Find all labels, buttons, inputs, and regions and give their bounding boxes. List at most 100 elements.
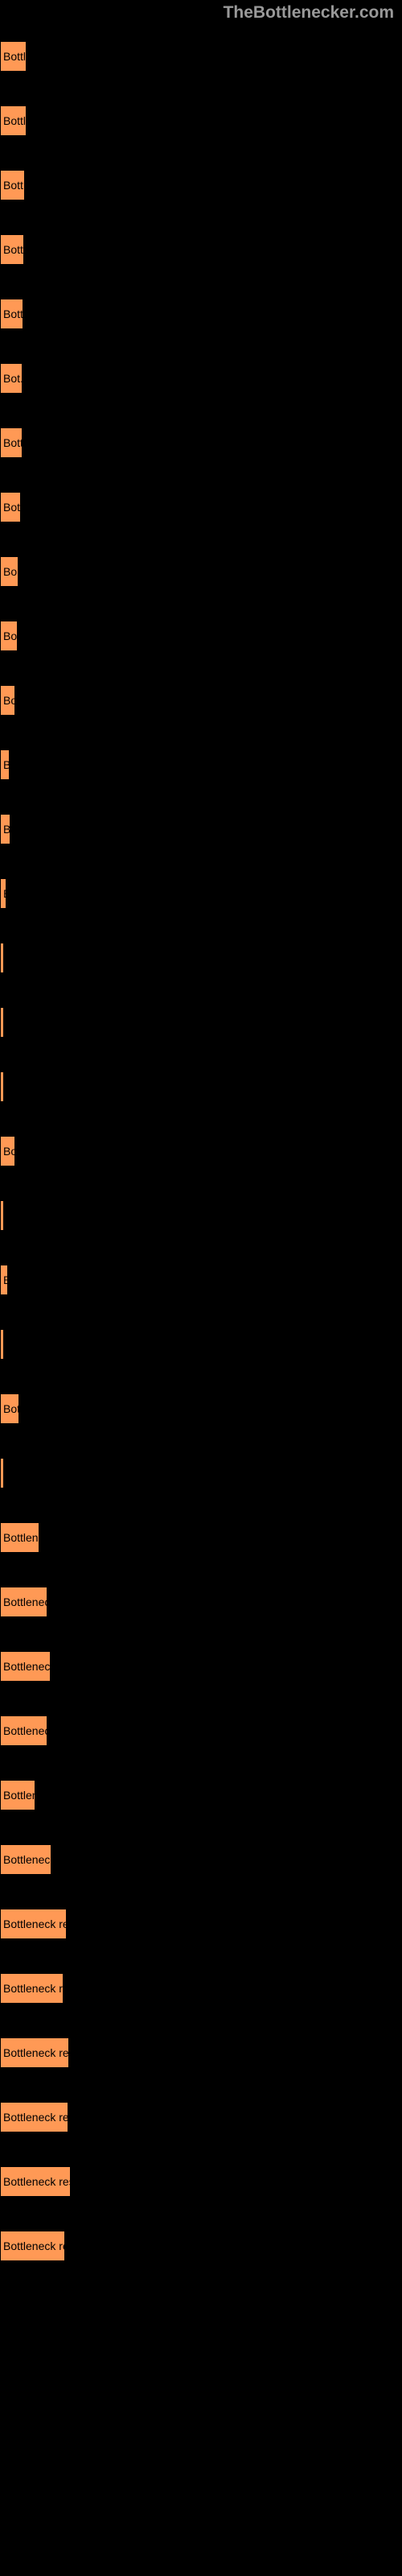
bar-label: Bottle <box>3 50 27 63</box>
bar-label: Bot. <box>3 501 21 514</box>
bar-label: B. <box>3 758 10 771</box>
bar-row: Bottleneck re. <box>0 2214 402 2278</box>
bar-row: Bo. <box>0 668 402 733</box>
bar: Bot. <box>0 492 21 522</box>
bar <box>0 943 4 973</box>
bar-label: Bottleneck res. <box>3 1918 67 1930</box>
bar-row: Bott. <box>0 217 402 282</box>
bar-row <box>0 1441 402 1505</box>
bar-label: Bo. <box>3 694 15 707</box>
bar-row: Bo. <box>0 1119 402 1183</box>
bar-label: Bottlene. <box>3 1531 39 1544</box>
bar: Bo. <box>0 621 18 651</box>
bar-row <box>0 1312 402 1377</box>
bar-row: Bottleneck re. <box>0 1956 402 2021</box>
bar-chart: Bottle Bottle Bott. Bott. Bott. Bot. Bott. Bot.… <box>0 24 402 2286</box>
bar-label: Bottleneck. <box>3 1724 47 1737</box>
bar-row: Bottleneck. <box>0 1570 402 1634</box>
bar-row: Bottleneck res. <box>0 2149 402 2214</box>
bar-row: Bottle <box>0 24 402 89</box>
bar-label: Bottleneck <box>3 1660 51 1673</box>
bar: Bott. <box>0 299 23 329</box>
bar: Bo. <box>0 556 18 587</box>
bar-row <box>0 926 402 990</box>
bar-row: Bott. <box>0 282 402 346</box>
bar: Bottleneck res. <box>0 1909 67 1939</box>
bar-label: Bot. <box>3 1402 19 1415</box>
bar-label: Bo. <box>3 565 18 578</box>
bar-row: Bott. <box>0 153 402 217</box>
bar: Bott. <box>0 170 25 200</box>
bar-row <box>0 1183 402 1248</box>
bar: Bottle <box>0 105 27 136</box>
bar: Bottlen. <box>0 1780 35 1810</box>
bar: Bott. <box>0 234 24 265</box>
bar: Bot. <box>0 1393 19 1424</box>
bar-row: Bottleneck res. <box>0 1892 402 1956</box>
bar-row: Bottle <box>0 89 402 153</box>
bar: Bottleneck res. <box>0 2037 69 2068</box>
bar-row: Bot. <box>0 1377 402 1441</box>
bar-label: Bott. <box>3 308 23 320</box>
bar: Bottleneck <box>0 1651 51 1682</box>
bar-label: Bo. <box>3 1145 15 1158</box>
header: TheBottlenecker.com <box>0 0 402 24</box>
bar-label: Bottleneck. <box>3 1596 47 1608</box>
bar <box>0 1458 4 1488</box>
bar <box>0 1200 4 1231</box>
bar-label: Bo. <box>3 630 18 642</box>
bar-label: Bottleneck re. <box>3 2240 65 2252</box>
bar-row: Bot. <box>0 346 402 411</box>
bar: Bo. <box>0 1136 15 1166</box>
bar: B. <box>0 749 10 780</box>
bar-row: B. <box>0 1248 402 1312</box>
bar-row: Bottleneck res. <box>0 2085 402 2149</box>
bar-label: B. <box>3 887 6 900</box>
bar-label: Bottlen. <box>3 1789 35 1802</box>
bar: Bottleneck. <box>0 1715 47 1746</box>
bar: B. <box>0 1265 8 1295</box>
bar-label: Bott. <box>3 243 24 256</box>
bar: B. <box>0 878 6 909</box>
bar <box>0 1071 4 1102</box>
bar-label: Bott. <box>3 179 25 192</box>
bar: Bottlene. <box>0 1522 39 1553</box>
bar-row <box>0 1055 402 1119</box>
bar-row: B. <box>0 861 402 926</box>
bar-row: Bottleneck res. <box>0 2021 402 2085</box>
bar-label: B. <box>3 1274 8 1286</box>
bar: B. <box>0 814 10 844</box>
bar-label: Bottleneck res. <box>3 2111 68 2124</box>
bar-row: B. <box>0 733 402 797</box>
bar-row: Bott. <box>0 411 402 475</box>
bar: Bottleneck <box>0 1844 51 1875</box>
bar-label: Bot. <box>3 372 23 385</box>
bar-label: Bottleneck re. <box>3 1982 64 1995</box>
bar: Bott. <box>0 427 23 458</box>
bar-row: Bottleneck <box>0 1827 402 1892</box>
bar-label: Bott. <box>3 436 23 449</box>
bar: Bottleneck. <box>0 1587 47 1617</box>
bar-label: Bottleneck res. <box>3 2175 71 2188</box>
bar-row: Bot. <box>0 475 402 539</box>
bar-row: Bottleneck. <box>0 1699 402 1763</box>
bar <box>0 1329 4 1360</box>
bar <box>0 1007 4 1038</box>
bar-row <box>0 990 402 1055</box>
bar-row: Bottlene. <box>0 1505 402 1570</box>
bar: Bottleneck res. <box>0 2166 71 2197</box>
bar: Bo. <box>0 685 15 716</box>
bar-label: Bottleneck <box>3 1853 51 1866</box>
bar-label: Bottle <box>3 114 27 127</box>
bar: Bottleneck re. <box>0 1973 64 2004</box>
bar-row: B. <box>0 797 402 861</box>
bar-row: Bo. <box>0 604 402 668</box>
bar-label: B. <box>3 823 10 836</box>
site-name: TheBottlenecker.com <box>224 3 394 22</box>
bar-row: Bottleneck <box>0 1634 402 1699</box>
bar: Bot. <box>0 363 23 394</box>
bar: Bottleneck re. <box>0 2231 65 2261</box>
bar: Bottleneck res. <box>0 2102 68 2132</box>
bar-label: Bottleneck res. <box>3 2046 69 2059</box>
bar-row: Bottlen. <box>0 1763 402 1827</box>
